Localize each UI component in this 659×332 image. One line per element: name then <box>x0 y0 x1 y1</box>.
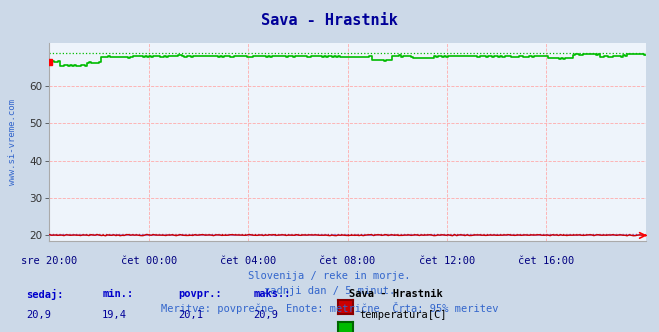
Text: temperatura[C]: temperatura[C] <box>359 310 447 320</box>
Text: 20,1: 20,1 <box>178 310 203 320</box>
Text: 20,9: 20,9 <box>26 310 51 320</box>
Text: 20,9: 20,9 <box>254 310 279 320</box>
Text: Slovenija / reke in morje.: Slovenija / reke in morje. <box>248 271 411 281</box>
Text: sre 20:00: sre 20:00 <box>21 256 78 266</box>
Text: čet 04:00: čet 04:00 <box>220 256 276 266</box>
Text: min.:: min.: <box>102 289 133 299</box>
Text: zadnji dan / 5 minut.: zadnji dan / 5 minut. <box>264 286 395 296</box>
Text: Meritve: povprečne  Enote: metrične  Črta: 95% meritev: Meritve: povprečne Enote: metrične Črta:… <box>161 302 498 314</box>
Text: sedaj:: sedaj: <box>26 289 64 300</box>
Text: povpr.:: povpr.: <box>178 289 221 299</box>
Text: čet 08:00: čet 08:00 <box>320 256 376 266</box>
Text: 19,4: 19,4 <box>102 310 127 320</box>
Text: www.si-vreme.com: www.si-vreme.com <box>8 99 17 185</box>
Text: Sava - Hrastnik: Sava - Hrastnik <box>261 13 398 28</box>
Text: čet 00:00: čet 00:00 <box>121 256 177 266</box>
Text: čet 16:00: čet 16:00 <box>518 256 575 266</box>
Text: maks.:: maks.: <box>254 289 291 299</box>
Text: Sava - Hrastnik: Sava - Hrastnik <box>349 289 443 299</box>
Text: čet 12:00: čet 12:00 <box>419 256 475 266</box>
